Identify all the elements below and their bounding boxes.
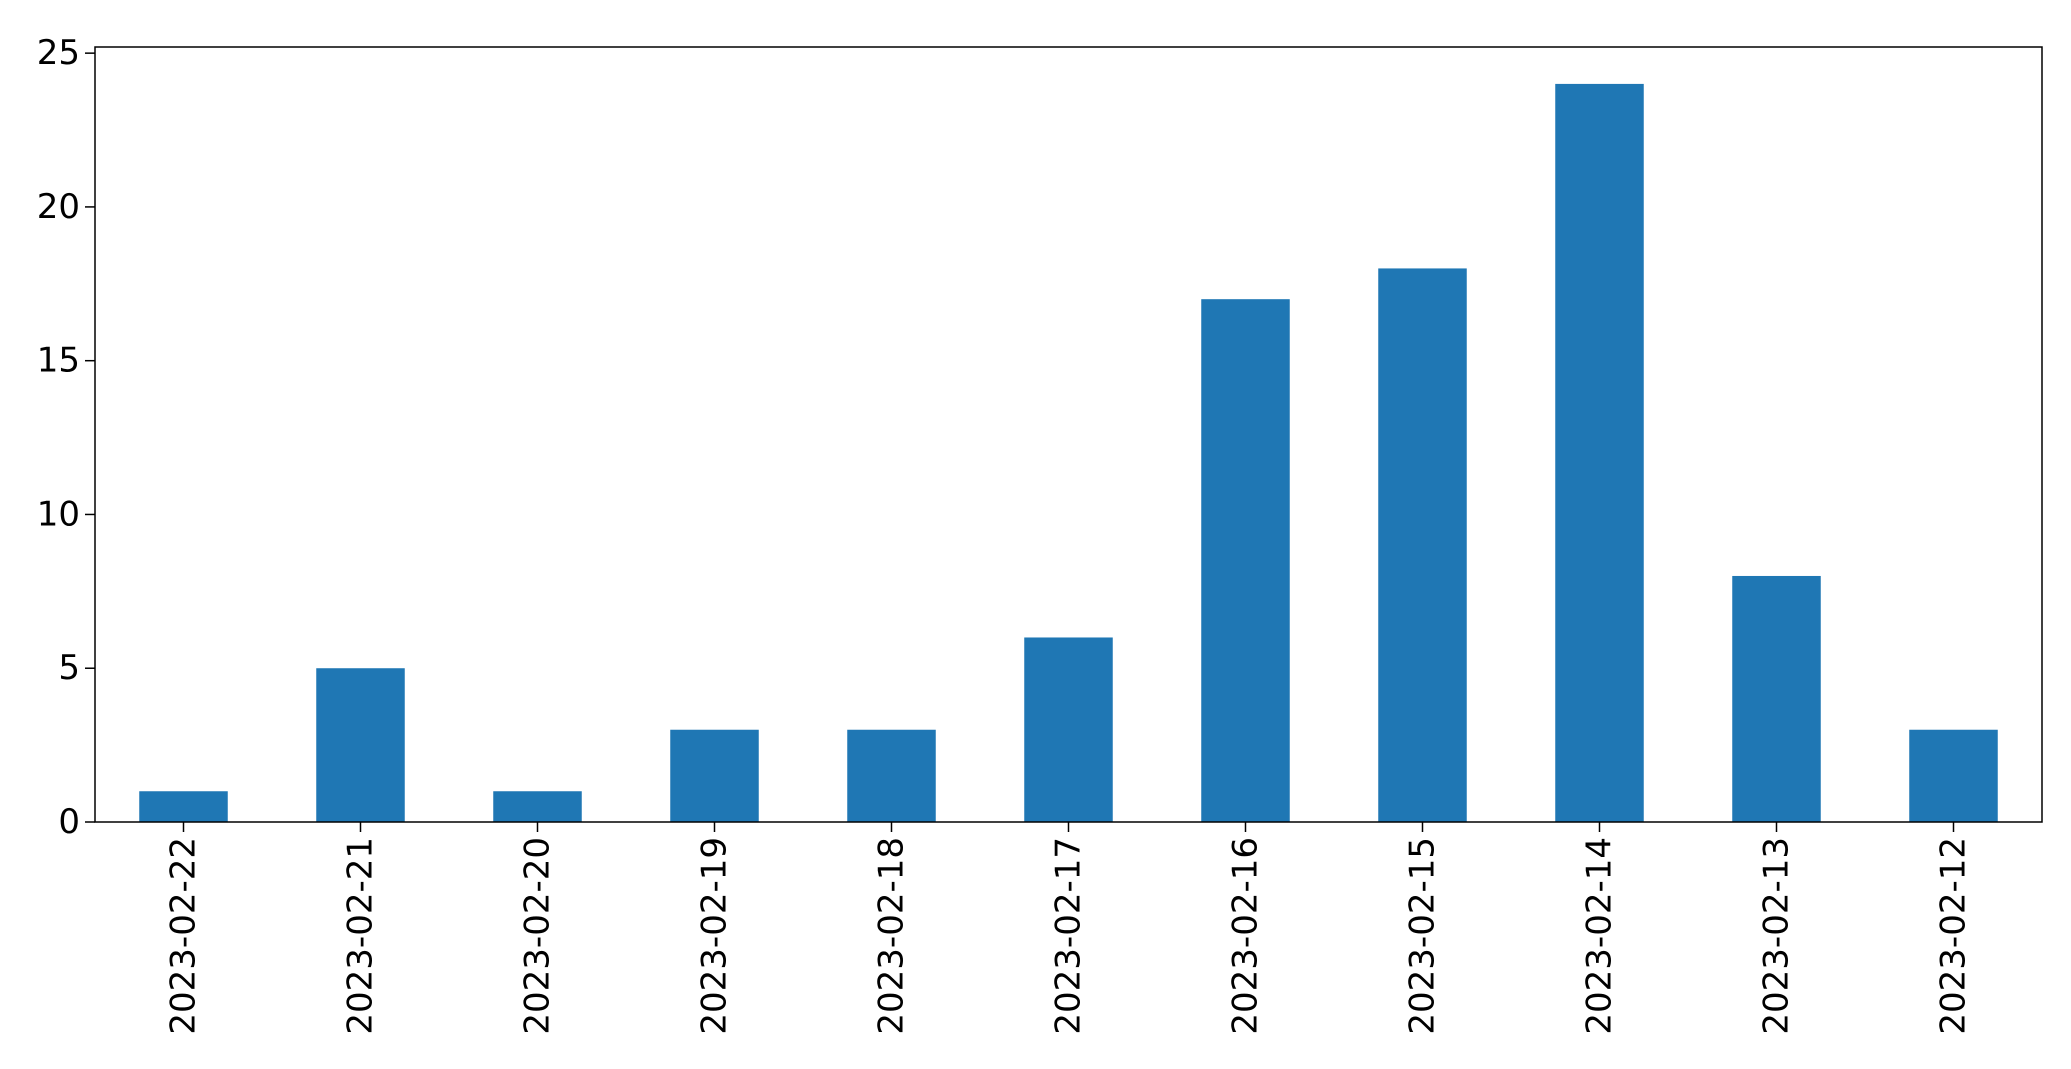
y-tick-label: 10 (37, 494, 80, 534)
bar-2023-02-13 (1732, 575, 1821, 822)
x-tick-label: 2023-02-22 (164, 837, 204, 1035)
x-tick-label: 2023-02-20 (518, 837, 558, 1035)
x-tick-label: 2023-02-16 (1226, 837, 1266, 1035)
x-axis: 2023-02-22 2023-02-21 2023-02-20 2023-02-19… (164, 822, 1974, 1035)
y-tick-label: 20 (37, 187, 80, 227)
y-axis: 0 5 10 15 20 25 (37, 33, 95, 842)
x-tick-label: 2023-02-13 (1757, 837, 1797, 1035)
x-tick-label: 2023-02-17 (1049, 837, 1089, 1035)
bar-2023-02-12 (1909, 729, 1998, 822)
bar-2023-02-18 (847, 729, 936, 822)
x-tick-label: 2023-02-18 (872, 837, 912, 1035)
x-tick-label: 2023-02-14 (1580, 837, 1620, 1035)
y-tick-label: 5 (58, 648, 80, 688)
bar-2023-02-20 (493, 791, 582, 822)
bar-2023-02-22 (139, 791, 228, 822)
y-tick-label: 25 (37, 33, 80, 73)
x-tick-label: 2023-02-12 (1934, 837, 1974, 1035)
bar-2023-02-17 (1024, 637, 1113, 822)
x-tick-label: 2023-02-19 (695, 837, 735, 1035)
bars-group (139, 83, 1998, 823)
bar-2023-02-16 (1201, 299, 1290, 823)
bar-2023-02-19 (670, 729, 759, 822)
bar-2023-02-15 (1378, 268, 1467, 822)
x-tick-label: 2023-02-15 (1403, 837, 1443, 1035)
y-tick-label: 15 (37, 341, 80, 381)
x-tick-label: 2023-02-21 (341, 837, 381, 1035)
bar-2023-02-14 (1555, 83, 1644, 822)
bar-2023-02-21 (316, 668, 405, 822)
y-tick-label: 0 (58, 802, 80, 842)
